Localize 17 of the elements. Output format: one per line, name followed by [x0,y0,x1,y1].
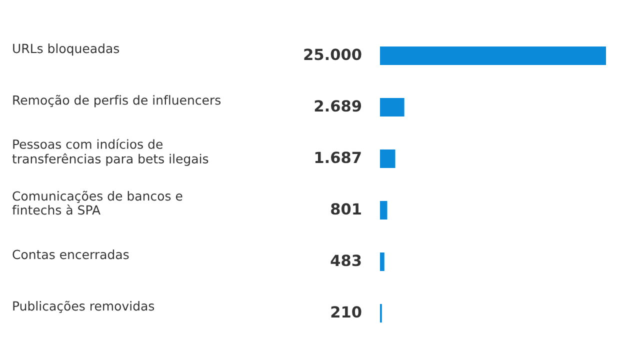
y-tick-label: Remoção de perfis de influencers [13,94,221,108]
data-label: 2.689 [314,100,362,112]
bar [380,46,606,66]
data-label: 801 [331,203,361,215]
y-tick-label: Comunicações de bancos e fintechs à SPA [12,190,182,215]
y-tick-label: Publicações removidas [13,300,154,313]
bar [380,149,396,168]
y-tick-label: URLs bloqueadas [13,44,120,56]
bar [380,98,404,117]
bar [380,200,388,220]
data-label: 483 [330,254,361,266]
data-label: 25.000 [304,48,362,60]
y-tick-label: Pessoas com indícios de transferências para bets ilegais [12,138,208,166]
bar [380,252,384,272]
y-tick-label: Contas encerradas [12,250,129,260]
data-label: 210 [331,306,362,318]
data-label: 1.687 [315,152,361,164]
